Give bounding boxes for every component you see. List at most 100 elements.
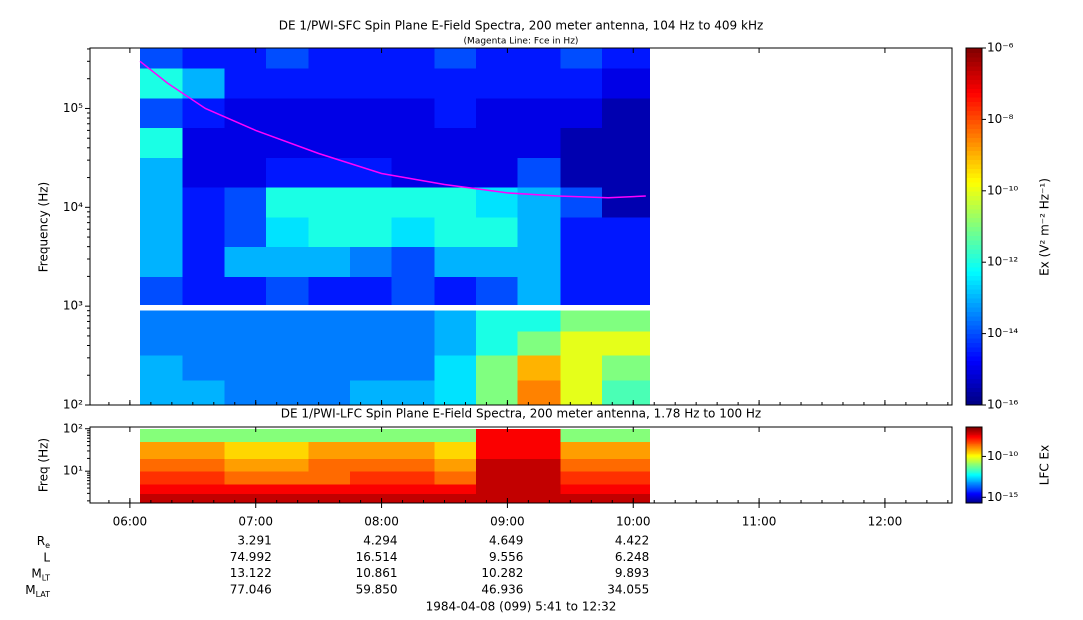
heatmap-cell (139, 458, 184, 472)
heatmap-cell (434, 483, 477, 494)
colorbar-swatch (966, 453, 982, 456)
colorbar-swatch (966, 456, 982, 458)
heatmap-cell (517, 276, 561, 305)
heatmap-cell (517, 127, 561, 158)
colorbar-swatch (966, 137, 982, 143)
heatmap-cell (434, 68, 477, 99)
heatmap-cell (517, 458, 561, 472)
colorbar-swatch (966, 230, 982, 237)
heatmap-cell (265, 493, 310, 504)
ephemeris-label: MLAT (25, 582, 50, 598)
colorbar-swatch (966, 459, 982, 461)
heatmap-cell (601, 187, 651, 218)
colorbar-swatch (966, 61, 982, 67)
heatmap-cell (350, 331, 393, 356)
colorbar-swatch (966, 476, 982, 478)
heatmap-cell (517, 246, 561, 277)
chart-title: DE 1/PWI-SFC Spin Plane E-Field Spectra,… (279, 19, 764, 33)
colorbar-swatch (966, 164, 982, 170)
y-tick-label: 10² (63, 421, 83, 435)
heatmap-cell (350, 246, 393, 277)
heatmap-cell (224, 48, 267, 69)
heatmap-cell (560, 471, 603, 485)
heatmap-cell (139, 276, 184, 305)
ephemeris-label: Re (37, 534, 50, 550)
heatmap-cell (265, 216, 310, 248)
colorbar-swatch (966, 65, 982, 71)
colorbar-swatch (966, 500, 982, 502)
heatmap-cell (434, 127, 477, 158)
heatmap-cell (560, 48, 603, 69)
heatmap-cell (265, 355, 310, 381)
heatmap-cell (350, 68, 393, 99)
heatmap-cell (350, 441, 393, 459)
colorbar-swatch (966, 462, 982, 464)
heatmap-cell (308, 216, 351, 248)
heatmap-cell (308, 428, 351, 443)
x-tick-label: 12:00 (868, 515, 903, 529)
heatmap-cell (517, 428, 561, 443)
colorbar-swatch (966, 56, 982, 62)
colorbar-swatch (966, 346, 982, 353)
x-tick-label: 08:00 (364, 515, 399, 529)
heatmap-cell (601, 379, 651, 406)
heatmap-cell (475, 458, 518, 472)
heatmap-cell (139, 216, 184, 248)
heatmap-cell (224, 458, 267, 472)
heatmap-cell (182, 157, 225, 188)
heatmap-cell (308, 68, 351, 99)
heatmap-cell (350, 48, 393, 69)
heatmap-cell (517, 331, 561, 356)
heatmap-cell (308, 157, 351, 188)
heatmap-cell (182, 355, 225, 381)
colorbar-swatch (966, 427, 982, 430)
heatmap-cell (391, 187, 435, 218)
heatmap-cell (560, 331, 603, 356)
heatmap-cell (391, 310, 435, 332)
colorbar-swatch (966, 293, 982, 299)
heatmap-cell (434, 379, 477, 406)
colorbar-swatch (966, 239, 982, 245)
heatmap-cell (265, 310, 310, 332)
colorbar-swatch (966, 468, 982, 471)
heatmap-cell (517, 441, 561, 459)
colorbar-swatch (966, 391, 982, 397)
colorbar-swatch (966, 275, 982, 281)
ephemeris-value: 4.422 (615, 534, 649, 548)
heatmap-cell (308, 48, 351, 69)
heatmap-cell (224, 441, 267, 459)
heatmap-cell (265, 471, 310, 485)
colorbar-swatch (966, 496, 982, 498)
heatmap-cell (391, 483, 435, 494)
heatmap-cell (139, 441, 184, 459)
heatmap-cell (224, 493, 267, 504)
colorbar-swatch (966, 441, 982, 443)
heatmap-cell (350, 428, 393, 443)
x-tick-label: 07:00 (238, 515, 273, 529)
heatmap-cell (560, 493, 603, 504)
heatmap-cell (182, 187, 225, 218)
colorbar-swatch (966, 432, 982, 435)
colorbar-label: Ex (V² m⁻² Hz⁻¹) (1038, 178, 1052, 276)
colorbar-swatch (966, 244, 982, 250)
colorbar-swatch (966, 464, 982, 466)
heatmap-cell (601, 483, 651, 494)
heatmap-cell (224, 483, 267, 494)
heatmap-cell (391, 157, 435, 188)
heatmap-cell (391, 331, 435, 356)
colorbar-swatch (966, 155, 982, 161)
heatmap-cell (601, 97, 651, 129)
heatmap-cell (224, 68, 267, 99)
heatmap-cell (139, 379, 184, 406)
heatmap-cell (560, 379, 603, 406)
heatmap-cell (517, 310, 561, 332)
colorbar-swatch (966, 288, 982, 295)
heatmap-cell (517, 187, 561, 218)
colorbar-swatch (966, 181, 982, 187)
heatmap-cell (139, 187, 184, 218)
heatmap-cell (601, 48, 651, 69)
colorbar-swatch (966, 442, 982, 444)
x-tick-label: 06:00 (113, 515, 148, 529)
colorbar-swatch (966, 324, 982, 330)
